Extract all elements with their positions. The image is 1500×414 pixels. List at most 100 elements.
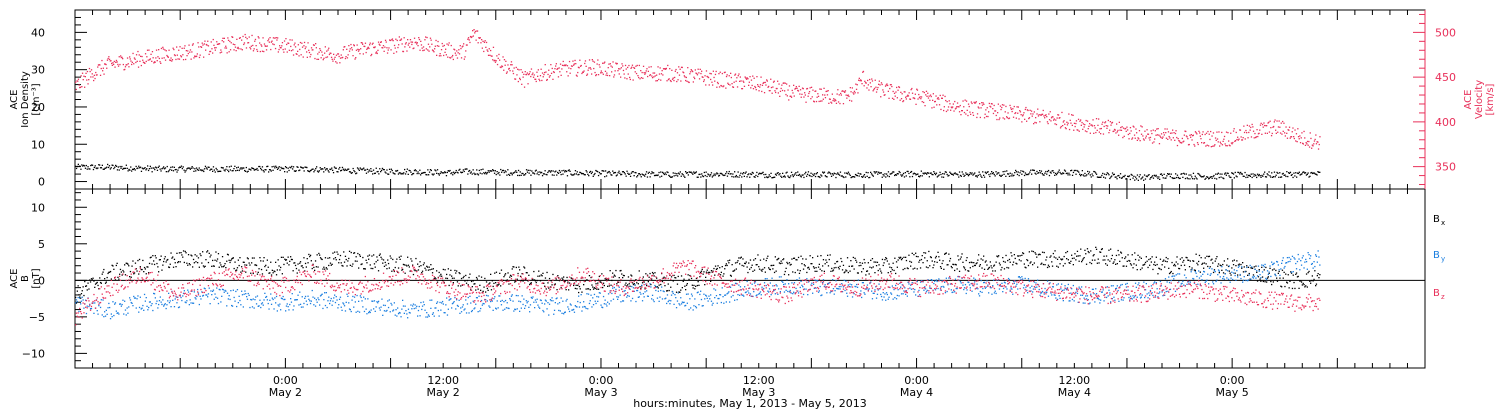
data-point (594, 72, 595, 73)
data-point (774, 272, 775, 273)
data-point (706, 172, 707, 173)
data-point (559, 170, 560, 171)
data-point (131, 277, 132, 278)
data-point (592, 61, 593, 62)
data-point (307, 262, 308, 263)
data-point (356, 50, 357, 51)
data-point (1006, 267, 1007, 268)
data-point (983, 102, 984, 103)
data-point (806, 176, 807, 177)
data-point (298, 44, 299, 45)
data-point (272, 270, 273, 271)
data-point (1100, 133, 1101, 134)
data-point (740, 173, 741, 174)
data-point (837, 89, 838, 90)
data-point (413, 173, 414, 174)
data-point (409, 266, 410, 267)
data-point (1045, 114, 1046, 115)
data-point (957, 255, 958, 256)
data-point (717, 173, 718, 174)
data-point (509, 277, 510, 278)
data-point (398, 267, 399, 268)
data-point (837, 261, 838, 262)
data-point (1147, 267, 1148, 268)
data-point (581, 65, 582, 66)
data-point (1152, 269, 1153, 270)
data-point (1243, 126, 1244, 127)
data-point (414, 38, 415, 39)
data-point (137, 51, 138, 52)
data-point (686, 77, 687, 78)
data-point (775, 92, 776, 93)
data-point (1280, 132, 1281, 133)
data-point (797, 269, 798, 270)
data-point (103, 74, 104, 75)
data-point (372, 173, 373, 174)
data-point (678, 66, 679, 67)
data-point (185, 170, 186, 171)
data-point (467, 39, 468, 40)
data-point (480, 37, 481, 38)
data-point (309, 256, 310, 257)
data-point (1094, 171, 1095, 172)
data-point (376, 256, 377, 257)
data-point (486, 281, 487, 282)
data-point (164, 49, 165, 50)
data-point (590, 67, 591, 68)
data-point (1124, 258, 1125, 259)
data-point (389, 169, 390, 170)
data-point (509, 68, 510, 69)
data-point (201, 262, 202, 263)
data-point (1145, 137, 1146, 138)
data-point (768, 267, 769, 268)
data-point (236, 39, 237, 40)
data-point (342, 167, 343, 168)
data-point (1065, 252, 1066, 253)
data-point (377, 53, 378, 54)
data-point (230, 169, 231, 170)
data-point (441, 276, 442, 277)
data-point (262, 37, 263, 38)
data-point (212, 52, 213, 53)
data-point (1308, 141, 1309, 142)
data-point (932, 267, 933, 268)
data-point (980, 107, 981, 108)
data-point (283, 168, 284, 169)
data-point (1305, 172, 1306, 173)
data-point (709, 176, 710, 177)
data-point (748, 173, 749, 174)
data-point (688, 174, 689, 175)
data-point (953, 264, 954, 265)
data-point (812, 96, 813, 97)
data-point (989, 103, 990, 104)
data-point (842, 269, 843, 270)
data-point (1162, 175, 1163, 176)
data-point (902, 258, 903, 259)
data-point (306, 266, 307, 267)
data-point (835, 100, 836, 101)
data-point (1043, 264, 1044, 265)
data-point (384, 266, 385, 267)
data-point (1074, 123, 1075, 124)
data-point (534, 74, 535, 75)
data-point (1003, 174, 1004, 175)
data-point (598, 74, 599, 75)
data-point (419, 50, 420, 51)
data-point (950, 110, 951, 111)
data-point (1085, 253, 1086, 254)
data-point (675, 69, 676, 70)
data-point (1306, 143, 1307, 144)
data-point (138, 166, 139, 167)
data-point (292, 168, 293, 169)
data-point (395, 261, 396, 262)
data-point (280, 267, 281, 268)
data-point (236, 269, 237, 270)
data-point (921, 259, 922, 260)
data-point (229, 41, 230, 42)
data-point (260, 260, 261, 261)
data-point (1287, 138, 1288, 139)
data-point (552, 274, 553, 275)
data-point (390, 49, 391, 50)
data-point (279, 269, 280, 270)
